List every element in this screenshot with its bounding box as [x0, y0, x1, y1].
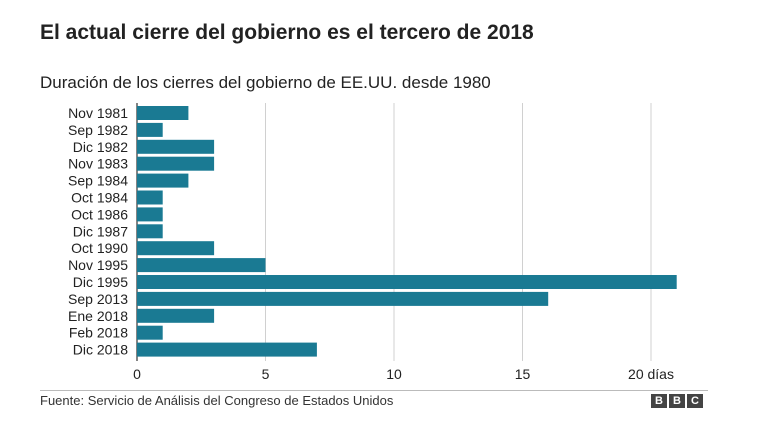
category-label: Ene 2018: [68, 308, 128, 324]
bar: [137, 156, 215, 171]
x-tick-label: 15: [515, 366, 531, 382]
category-label: Nov 1981: [68, 105, 128, 121]
bar: [137, 275, 677, 289]
bar: [137, 122, 163, 137]
bar: [137, 258, 266, 273]
bar: [137, 291, 549, 306]
bar: [137, 207, 163, 222]
x-tick-label: 5: [262, 366, 270, 382]
bar: [137, 308, 215, 323]
bar: [137, 224, 163, 239]
bar: [137, 325, 163, 340]
category-label: Oct 1984: [71, 190, 128, 206]
category-label: Dic 1987: [73, 223, 128, 239]
category-label: Feb 2018: [69, 325, 128, 341]
x-tick-labels: 0 5 10 15 20 días: [133, 366, 674, 382]
category-label: Sep 1984: [68, 173, 128, 189]
footer-divider: [40, 390, 708, 391]
category-label: Sep 2013: [68, 291, 128, 307]
category-label: Oct 1990: [71, 240, 128, 256]
x-tick-label: 0: [133, 366, 141, 382]
bar: [137, 139, 215, 154]
x-tick-label: 20 días: [628, 366, 674, 382]
logo-letter: B: [669, 394, 685, 408]
bar: [137, 342, 317, 357]
bar: [137, 190, 163, 205]
bbc-logo: B B C: [651, 394, 703, 408]
logo-letter: C: [687, 394, 703, 408]
category-label: Sep 1982: [68, 122, 128, 138]
category-label: Dic 1982: [73, 139, 128, 155]
bar: [137, 173, 189, 188]
chart-subtitle: Duración de los cierres del gobierno de …: [40, 73, 491, 92]
x-tick-label: 10: [386, 366, 402, 382]
category-label: Oct 1986: [71, 206, 128, 222]
bar: [137, 106, 189, 120]
logo-letter: B: [651, 394, 667, 408]
category-label: Nov 1995: [68, 257, 128, 273]
category-label: Nov 1983: [68, 156, 128, 172]
category-label: Dic 2018: [73, 342, 128, 358]
source-note: Fuente: Servicio de Análisis del Congres…: [40, 393, 394, 408]
bar: [137, 241, 215, 256]
bars: [137, 106, 677, 357]
chart-title: El actual cierre del gobierno es el terc…: [40, 21, 534, 44]
category-label: Dic 1995: [73, 274, 128, 290]
